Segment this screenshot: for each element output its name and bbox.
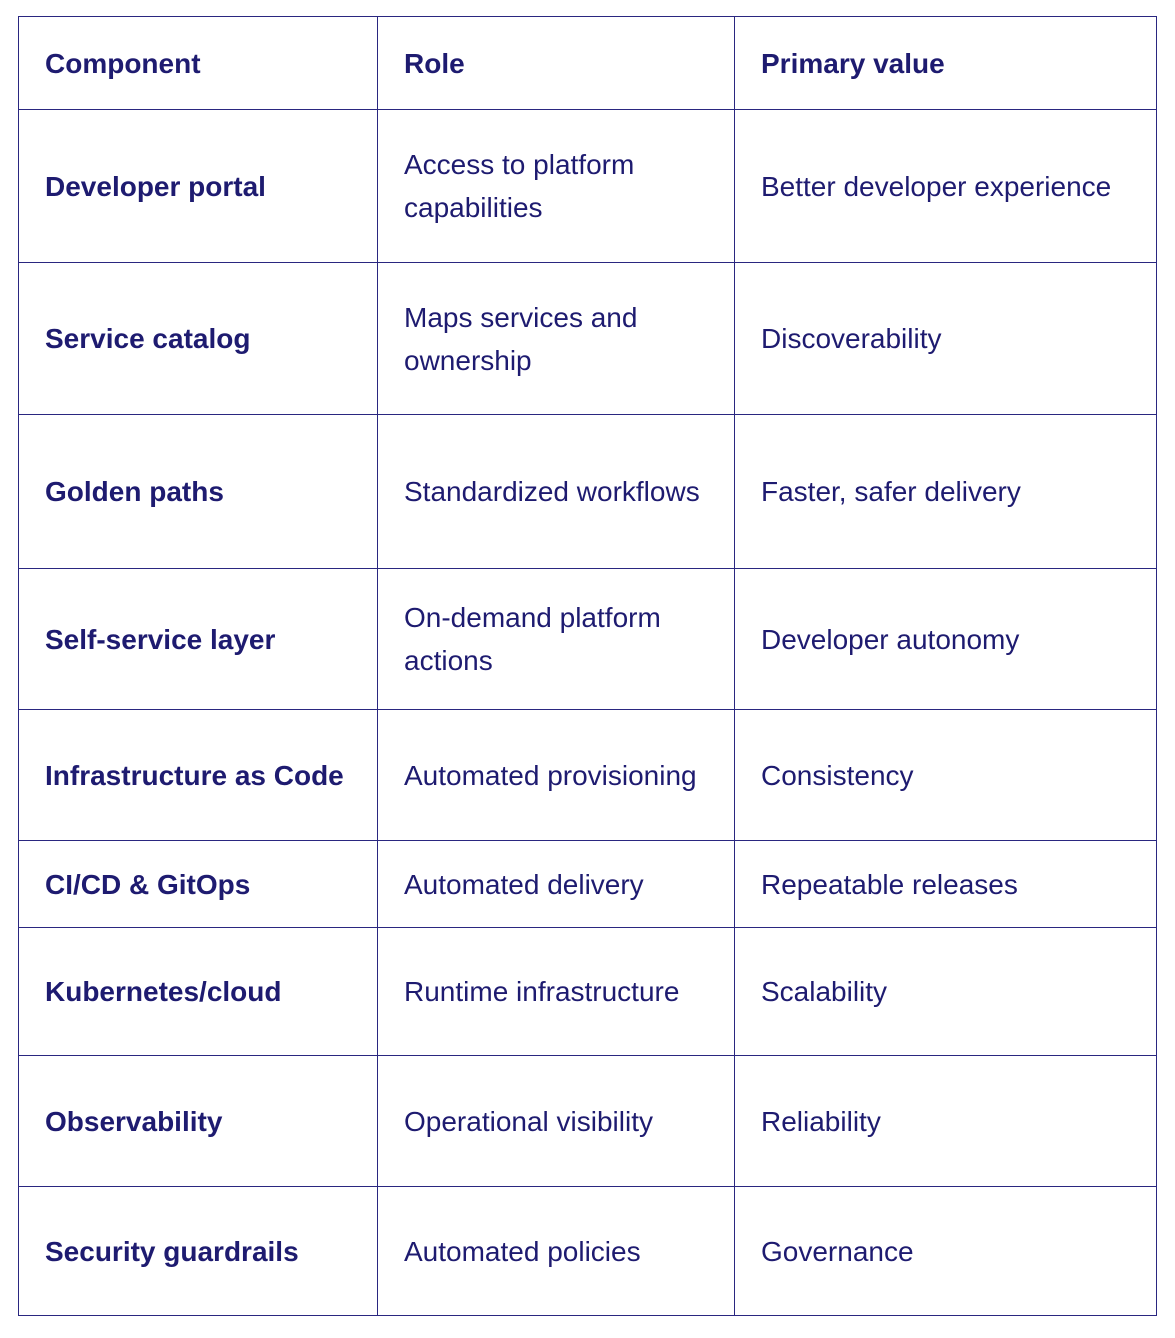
- table-row: Service catalog Maps services and owners…: [18, 262, 1157, 415]
- cell-value: Reliability: [734, 1055, 1157, 1187]
- component-table: Component Role Primary value Developer p…: [18, 16, 1157, 1316]
- cell-component: Kubernetes/cloud: [18, 927, 378, 1056]
- cell-role: Automated policies: [377, 1186, 735, 1316]
- cell-value: Consistency: [734, 709, 1157, 841]
- table-row: CI/CD & GitOps Automated delivery Repeat…: [18, 840, 1157, 928]
- cell-component: Security guardrails: [18, 1186, 378, 1316]
- cell-component: Golden paths: [18, 414, 378, 569]
- table-row: Golden paths Standardized workflows Fast…: [18, 414, 1157, 569]
- cell-role: Standardized workflows: [377, 414, 735, 569]
- cell-component: Infrastructure as Code: [18, 709, 378, 841]
- cell-value: Discoverability: [734, 262, 1157, 415]
- header-role: Role: [377, 16, 735, 110]
- table-row: Security guardrails Automated policies G…: [18, 1186, 1157, 1316]
- table-header-row: Component Role Primary value: [18, 16, 1157, 110]
- table-row: Developer portal Access to platform capa…: [18, 109, 1157, 263]
- cell-component: Service catalog: [18, 262, 378, 415]
- table-row: Infrastructure as Code Automated provisi…: [18, 709, 1157, 841]
- cell-value: Better developer experience: [734, 109, 1157, 263]
- cell-role: On-demand platform actions: [377, 568, 735, 710]
- cell-component: Developer portal: [18, 109, 378, 263]
- cell-value: Governance: [734, 1186, 1157, 1316]
- table-row: Self-service layer On-demand platform ac…: [18, 568, 1157, 710]
- table-row: Observability Operational visibility Rel…: [18, 1055, 1157, 1187]
- cell-value: Repeatable releases: [734, 840, 1157, 928]
- cell-role: Operational visibility: [377, 1055, 735, 1187]
- cell-component: Observability: [18, 1055, 378, 1187]
- cell-value: Developer autonomy: [734, 568, 1157, 710]
- table-row: Kubernetes/cloud Runtime infrastructure …: [18, 927, 1157, 1056]
- cell-role: Automated provisioning: [377, 709, 735, 841]
- cell-role: Runtime infrastructure: [377, 927, 735, 1056]
- header-primary-value: Primary value: [734, 16, 1157, 110]
- cell-role: Access to platform capabilities: [377, 109, 735, 263]
- header-component: Component: [18, 16, 378, 110]
- cell-role: Maps services and ownership: [377, 262, 735, 415]
- cell-component: CI/CD & GitOps: [18, 840, 378, 928]
- cell-component: Self-service layer: [18, 568, 378, 710]
- cell-value: Scalability: [734, 927, 1157, 1056]
- cell-value: Faster, safer delivery: [734, 414, 1157, 569]
- cell-role: Automated delivery: [377, 840, 735, 928]
